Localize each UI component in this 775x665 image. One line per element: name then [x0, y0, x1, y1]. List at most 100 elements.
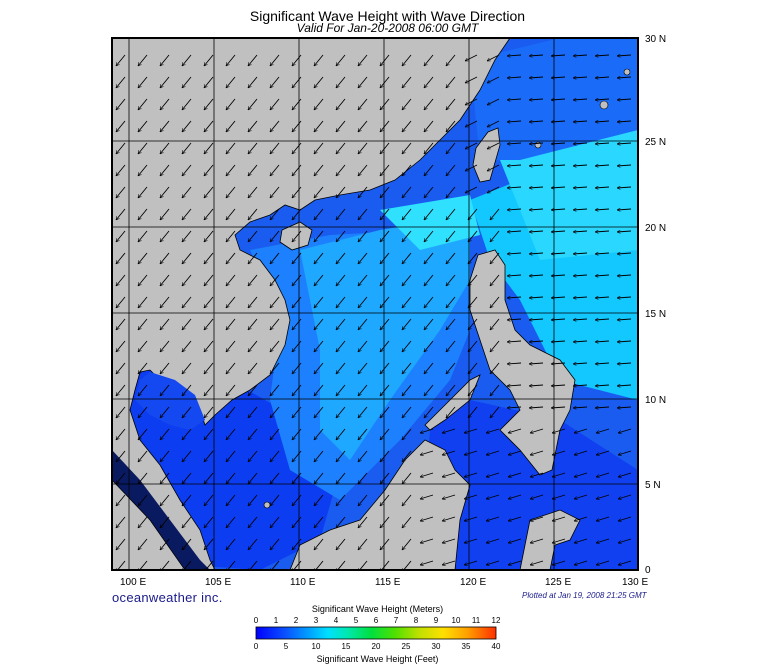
wave-arrow — [270, 472, 280, 484]
wave-arrow — [182, 296, 192, 308]
wave-arrow — [226, 318, 236, 330]
wave-arrow — [336, 76, 346, 88]
wave-arrow — [551, 187, 566, 188]
wave-arrow — [446, 318, 456, 330]
wave-arrow — [116, 76, 126, 88]
wave-arrow — [529, 319, 544, 320]
wave-arrow — [574, 472, 588, 477]
philippines — [469, 249, 576, 476]
wave-arrow — [336, 362, 346, 374]
wave-arrow — [358, 98, 368, 110]
wave-arrow — [182, 54, 192, 66]
wave-arrow — [314, 340, 324, 352]
wave-arrow — [507, 341, 522, 342]
wave-arrow — [595, 407, 610, 408]
wave-arrow — [248, 98, 258, 110]
colorbar-tick-meters: 4 — [333, 616, 339, 625]
wave-arrow — [248, 450, 258, 462]
wave-arrow — [402, 98, 412, 110]
wave-arrow — [226, 406, 236, 418]
colorbar-tick-meters: 8 — [413, 616, 419, 625]
wave-arrow — [248, 230, 258, 242]
wave-arrow — [573, 143, 588, 144]
wave-arrow — [468, 274, 478, 286]
wave-arrow — [204, 340, 214, 352]
wave-arrow — [420, 538, 434, 543]
wave-arrow — [358, 252, 368, 264]
wave-arrow — [138, 120, 148, 132]
wave-arrow — [617, 99, 632, 100]
wave-arrow — [138, 516, 148, 528]
wave-arrow — [336, 252, 346, 264]
wave-arrow — [402, 142, 412, 154]
wave-arrow — [573, 187, 588, 188]
wave-arrow — [292, 274, 302, 286]
wave-arrow — [116, 54, 126, 66]
wave-arrow — [226, 472, 236, 484]
wave-arrow — [116, 362, 126, 374]
wave-arrow — [595, 143, 610, 144]
colorbar-tick-feet: 10 — [311, 642, 321, 651]
wave-arrow — [380, 54, 390, 66]
wave-arrow — [617, 187, 632, 188]
wave-arrow — [468, 340, 478, 352]
wave-arrow — [314, 230, 324, 242]
wave-arrow — [529, 253, 544, 254]
wave-arrow — [530, 494, 544, 499]
wave-arrow — [573, 231, 588, 232]
wave-arrow — [402, 340, 412, 352]
wave-arrow — [595, 297, 610, 298]
wave-arrow — [487, 120, 500, 128]
wave-arrow — [292, 472, 302, 484]
wave-arrow — [487, 54, 500, 62]
wave-arrow — [138, 98, 148, 110]
wave-arrow — [530, 538, 544, 543]
wave-arrow — [380, 142, 390, 154]
wave-arrow — [116, 120, 126, 132]
ryukyu-island — [623, 68, 631, 76]
wave-arrow — [116, 318, 126, 330]
wave-arrow — [424, 142, 434, 154]
wave-arrow — [138, 186, 148, 198]
wave-arrow — [490, 406, 500, 418]
wave-arrow — [358, 494, 368, 506]
wave-arrow — [292, 428, 302, 440]
wave-arrow — [573, 319, 588, 320]
wave-arrow — [424, 208, 434, 220]
wave-arrow — [138, 362, 148, 374]
colorbar-tick-meters: 3 — [313, 616, 319, 625]
wave-arrow — [446, 164, 456, 176]
wave-arrow — [336, 472, 346, 484]
wave-arrow — [573, 253, 588, 254]
colorbar-tick-feet: 30 — [431, 642, 441, 651]
colorbar-tick-meters: 6 — [373, 616, 379, 625]
wave-arrow — [358, 230, 368, 242]
wave-arrow — [442, 428, 456, 433]
wave-arrow — [248, 362, 258, 374]
wave-arrow — [595, 165, 610, 166]
wave-arrow — [314, 428, 324, 440]
wave-arrow — [552, 428, 566, 433]
map-subtitle: Valid For Jan-20-2008 06:00 GMT — [296, 21, 479, 35]
wave-arrow — [314, 384, 324, 396]
wave-arrow — [490, 252, 500, 264]
wave-arrow — [292, 406, 302, 418]
wave-arrow — [138, 318, 148, 330]
wave-arrow — [292, 538, 302, 550]
colorbar-tick-meters: 11 — [471, 616, 481, 625]
wave-arrow — [292, 142, 302, 154]
wave-arrow — [138, 384, 148, 396]
high-wave-strait — [380, 195, 480, 250]
wave-arrow — [182, 208, 192, 220]
wave-arrow — [507, 385, 522, 386]
wave-arrow — [358, 164, 368, 176]
wave-arrow — [292, 252, 302, 264]
wave-arrow — [292, 362, 302, 374]
wave-arrow — [595, 319, 610, 320]
wave-arrow — [248, 560, 258, 570]
wave-arrow — [468, 362, 478, 374]
wave-arrow — [380, 494, 390, 506]
wave-arrow — [270, 230, 280, 242]
wave-arrow — [358, 450, 368, 462]
wave-arrow — [424, 98, 434, 110]
